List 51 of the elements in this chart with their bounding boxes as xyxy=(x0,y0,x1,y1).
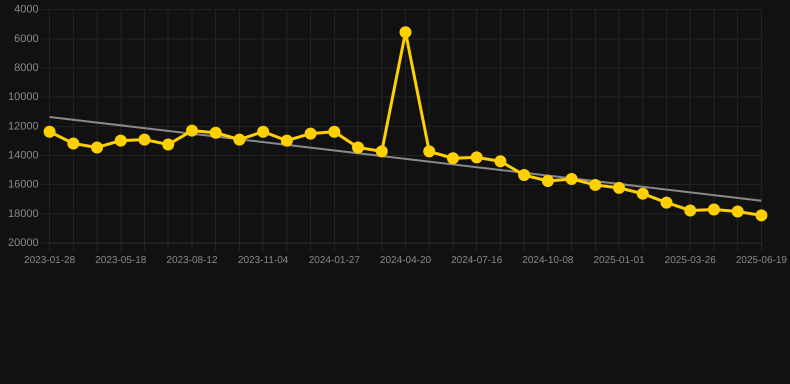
point xyxy=(280,134,293,147)
y-tick-label: 10000 xyxy=(8,91,39,104)
y-tick-label: 18000 xyxy=(8,208,39,220)
point xyxy=(542,175,554,188)
y-tick-label: 8000 xyxy=(14,62,39,74)
point xyxy=(518,169,530,182)
point xyxy=(684,204,696,216)
y-tick-label: 20000 xyxy=(8,237,39,250)
y-tick-label: 12000 xyxy=(8,120,39,132)
point xyxy=(660,196,673,209)
point xyxy=(138,134,150,146)
x-tick-label: 2023-05-18 xyxy=(95,254,147,266)
y-tick-label: 4000 xyxy=(14,4,39,16)
point xyxy=(470,151,483,164)
x-tick-label: 2024-07-16 xyxy=(451,254,503,266)
point xyxy=(257,126,270,138)
point xyxy=(636,188,649,200)
point xyxy=(732,205,744,218)
point xyxy=(566,172,578,185)
point xyxy=(67,138,80,150)
y-tick-label: 14000 xyxy=(8,150,39,162)
point xyxy=(114,134,127,147)
point xyxy=(91,141,104,154)
x-tick-label: 2024-01-27 xyxy=(308,254,360,266)
x-tick-label: 2025-03-26 xyxy=(664,254,716,266)
point xyxy=(613,182,626,194)
point xyxy=(423,145,436,158)
x-tick-label: 2023-01-28 xyxy=(24,254,76,266)
point xyxy=(233,134,246,146)
point xyxy=(186,124,198,137)
point xyxy=(755,209,768,222)
x-tick-label: 2023-11-04 xyxy=(238,254,289,266)
x-tick-label: 2023-08-12 xyxy=(166,254,218,266)
point xyxy=(446,152,459,164)
point xyxy=(400,26,412,38)
x-tick-label: 2024-10-08 xyxy=(522,254,574,266)
point xyxy=(376,145,388,158)
y-tick-label: 16000 xyxy=(8,178,39,191)
x-tick-label: 2025-06-19 xyxy=(736,254,788,266)
point xyxy=(708,203,720,216)
point xyxy=(304,128,317,140)
point xyxy=(328,126,340,138)
point xyxy=(210,126,222,139)
point xyxy=(589,178,602,191)
y-tick-label: 6000 xyxy=(14,32,39,45)
point xyxy=(352,141,364,154)
x-tick-label: 2025-01-01 xyxy=(593,254,646,266)
x-tick-label: 2024-04-20 xyxy=(380,254,432,266)
point xyxy=(494,155,506,168)
point xyxy=(44,126,56,138)
point xyxy=(162,138,174,151)
